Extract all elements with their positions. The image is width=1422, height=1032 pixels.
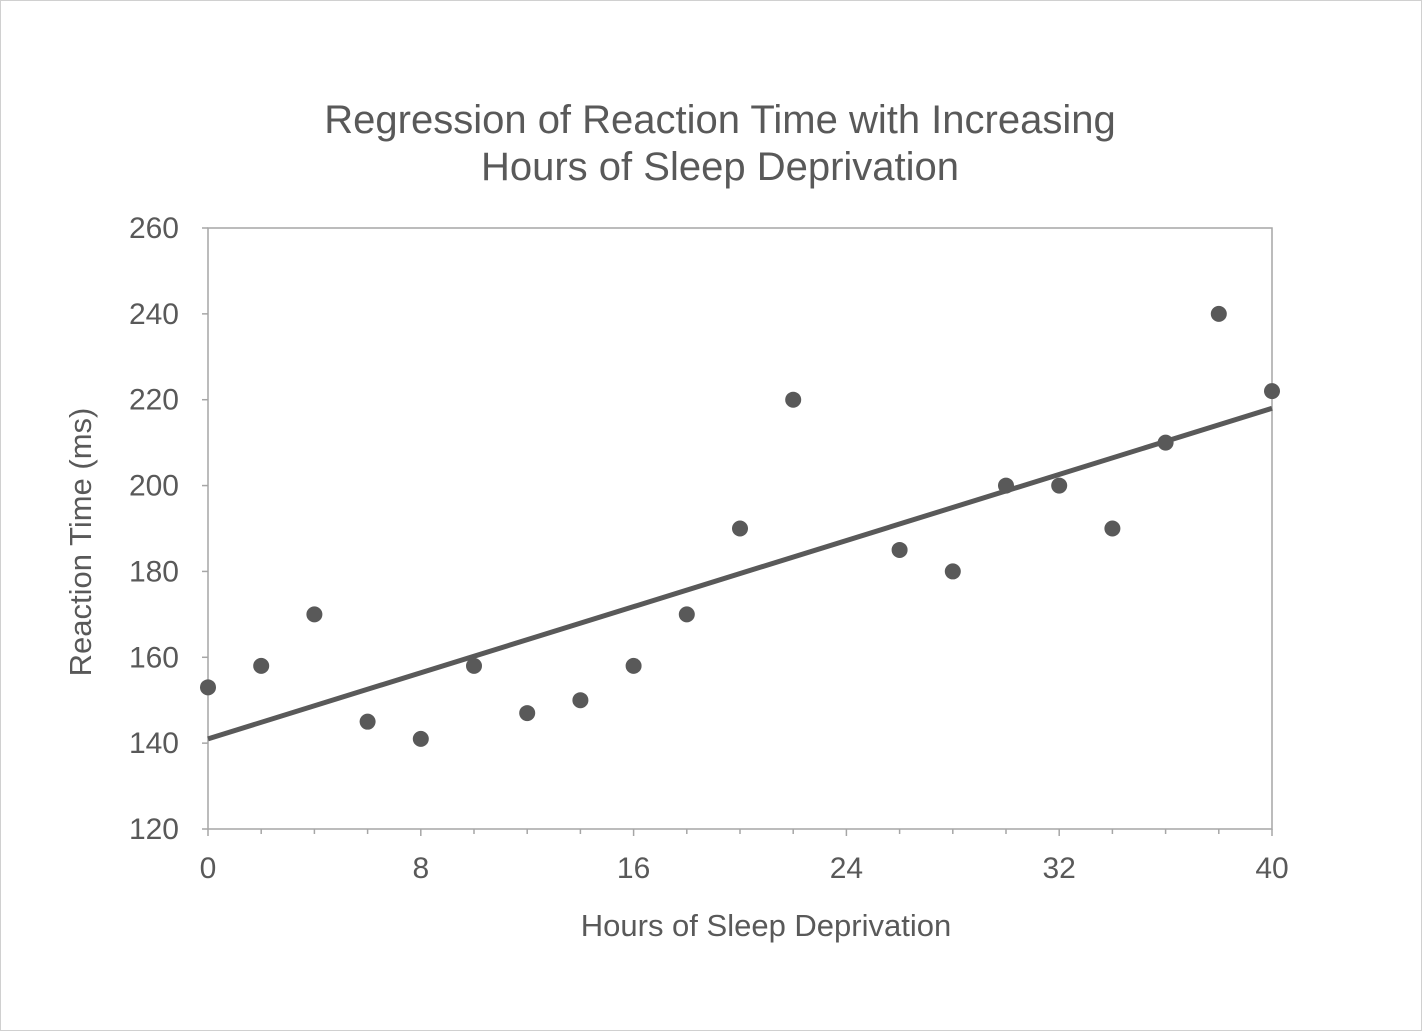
data-point — [891, 541, 908, 558]
y-tick-label: 260 — [129, 212, 179, 245]
x-tick-label: 40 — [1255, 852, 1288, 885]
trendline — [207, 405, 1273, 742]
y-tick-label: 200 — [129, 470, 179, 503]
data-point — [944, 563, 961, 580]
x-tick-label: 32 — [1043, 852, 1076, 885]
chart-title-line-1: Regression of Reaction Time with Increas… — [324, 98, 1115, 142]
data-point — [625, 657, 642, 674]
data-point — [998, 477, 1014, 494]
y-tick-label: 140 — [129, 727, 179, 760]
y-tick-label: 120 — [129, 813, 179, 846]
data-point — [200, 679, 216, 696]
x-tick-label: 16 — [617, 852, 650, 885]
data-point — [785, 391, 802, 408]
data-point — [1051, 477, 1068, 494]
data-point — [1210, 305, 1227, 322]
chart-title-line-2: Hours of Sleep Deprivation — [481, 145, 959, 189]
y-axis: 120 140 160 180 200 220 240 260 — [129, 212, 208, 846]
data-point — [1264, 383, 1280, 400]
data-point — [1104, 520, 1121, 537]
data-points — [200, 305, 1280, 747]
x-axis-title: Hours of Sleep Deprivation — [581, 908, 951, 943]
x-tick-label: 0 — [200, 852, 217, 885]
data-point — [466, 657, 482, 674]
y-tick-label: 240 — [129, 298, 179, 331]
data-point — [678, 606, 695, 623]
y-axis-title: Reaction Time (ms) — [63, 408, 98, 677]
data-point — [359, 713, 376, 730]
data-point — [572, 692, 589, 709]
data-point — [519, 705, 536, 722]
data-point — [253, 657, 270, 674]
trendline-group — [207, 405, 1273, 742]
x-axis: 0 8 16 24 32 40 — [200, 829, 1289, 885]
y-tick-label: 220 — [129, 384, 179, 417]
x-tick-label: 8 — [412, 852, 429, 885]
data-point — [306, 606, 323, 623]
data-point — [732, 520, 748, 537]
data-point — [412, 730, 429, 747]
y-tick-label: 160 — [129, 641, 179, 674]
x-tick-label: 24 — [830, 852, 863, 885]
y-tick-label: 180 — [129, 555, 179, 588]
data-point — [1157, 434, 1174, 451]
